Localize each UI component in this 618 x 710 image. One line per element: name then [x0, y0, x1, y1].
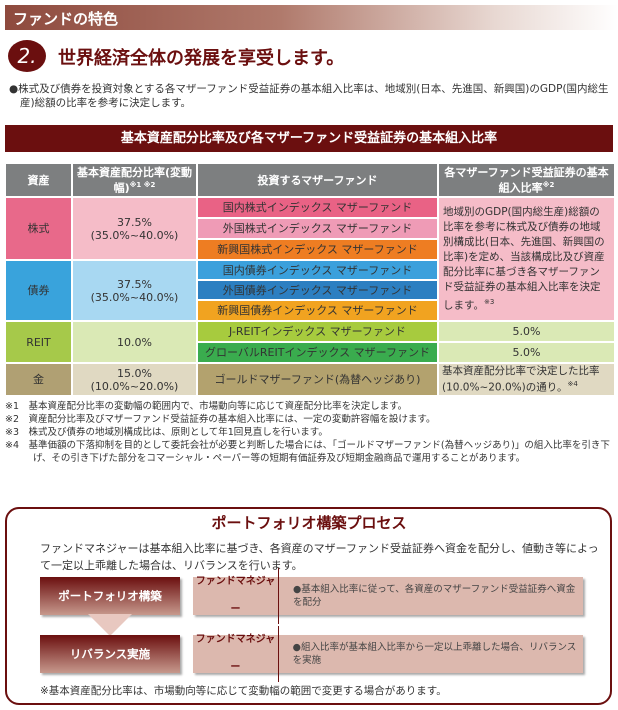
- table-title: 基本資産配分比率及び各マザーファンド受益証券の基本組入比率: [5, 125, 613, 152]
- fund-row: 国内株式インデックス マザーファンド: [197, 197, 438, 218]
- header-ratio-note: ※1 ※2: [129, 180, 156, 189]
- section-header: ファンドの特色: [5, 5, 618, 30]
- header-weight-label: 各マザーファンド受益証券の基本組入比率: [444, 165, 609, 195]
- asset-bond: 債券: [5, 260, 72, 321]
- step-role: ファンドマネジャー: [193, 568, 279, 624]
- weight-text: 基本資産配分比率で決定した比率(10.0%~20.0%)の通り。: [442, 364, 600, 394]
- step-text: ●基本組入比率に従って、各資産のマザーファンド受益証券へ資金を配分: [292, 584, 576, 608]
- merged-weight-note: ※3: [483, 297, 495, 306]
- ratio-reit: 10.0%: [72, 321, 197, 363]
- fund-row: 外国債券インデックス マザーファンド: [197, 280, 438, 300]
- fund-row: グローバルREITインデックス マザーファンド: [197, 342, 438, 363]
- fund-row: J-REITインデックス マザーファンド: [197, 321, 438, 342]
- process-title: ポートフォリオ構築プロセス: [211, 514, 407, 532]
- ratio-range: (35.0%~40.0%): [90, 290, 179, 304]
- ratio-value: 37.5%: [117, 215, 152, 229]
- header-asset: 資産: [5, 163, 72, 197]
- step-role: ファンドマネジャー: [193, 626, 279, 682]
- fund-row: 新興国債券インデックス マザーファンド: [197, 300, 438, 321]
- merged-weight-text: 地域別のGDP(国内総生産)総額の比率を参考に株式及び債券の地域別構成比(日本、…: [443, 205, 605, 312]
- merged-weight-cell: 地域別のGDP(国内総生産)総額の比率を参考に株式及び債券の地域別構成比(日本、…: [438, 197, 615, 321]
- ratio-gold: 15.0% (10.0%~20.0%): [72, 363, 197, 396]
- footnotes: ※1 基本資産配分比率の変動幅の範囲内で、市場動向等に応じて資産配分比率を決定し…: [5, 400, 617, 465]
- step-text: ●組入比率が基本組入比率から一定以上乖離した場合、リバランスを実施: [292, 642, 577, 666]
- down-arrow-icon: [88, 614, 132, 636]
- asset-stock: 株式: [5, 197, 72, 260]
- section-number-badge: 2.: [8, 40, 46, 72]
- weight-cell: 5.0%: [438, 321, 615, 342]
- fund-row: 外国株式インデックス マザーファンド: [197, 218, 438, 239]
- step-detail: ファンドマネジャー ●基本組入比率に従って、各資産のマザーファンド受益証券へ資金を…: [193, 568, 583, 624]
- process-box: [5, 507, 612, 705]
- weight-cell: 5.0%: [438, 342, 615, 363]
- step-detail: ファンドマネジャー ●組入比率が基本組入比率から一定以上乖離した場合、リバランスを…: [193, 626, 583, 682]
- ratio-bond: 37.5% (35.0%~40.0%): [72, 260, 197, 321]
- process-description: ファンドマネジャーは基本組入比率に基づき、各資産のマザーファンド受益証券へ資金を…: [40, 542, 599, 572]
- weight-cell-gold: 基本資産配分比率で決定した比率(10.0%~20.0%)の通り。※4: [438, 363, 615, 396]
- ratio-value: 37.5%: [117, 277, 152, 291]
- header-fund: 投資するマザーファンド: [197, 163, 438, 197]
- weight-note: ※4: [567, 379, 578, 388]
- footnote: ※3 株式及び債券の地域別構成比は、原則として年1回見直しを行います。: [5, 427, 328, 438]
- fund-row: ゴールドマザーファンド(為替ヘッジあり): [197, 363, 438, 396]
- lead-text: ●株式及び債券を投資対象とする各マザーファンド受益証券の基本組入比率は、地域別(…: [9, 83, 609, 109]
- asset-reit: REIT: [5, 321, 72, 363]
- footnote: ※2 資産配分比率及びマザーファンド受益証券の基本組入比率には、一定の変動許容幅…: [5, 414, 436, 425]
- ratio-range: (10.0%~20.0%): [90, 379, 179, 393]
- asset-gold: 金: [5, 363, 72, 396]
- fund-row: 国内債券インデックス マザーファンド: [197, 260, 438, 280]
- ratio-value: 15.0%: [117, 366, 152, 380]
- page-title: 世界経済全体の発展を享受します。: [58, 48, 345, 69]
- ratio-range: (35.0%~40.0%): [90, 228, 179, 242]
- footnote: ※4 基準価額の下落抑制を目的として委託会社が必要と判断した場合には、「ゴールド…: [5, 440, 610, 464]
- step-portfolio-build: ポートフォリオ構築: [40, 577, 180, 615]
- footnote: ※1 基本資産配分比率の変動幅の範囲内で、市場動向等に応じて資産配分比率を決定し…: [5, 401, 408, 412]
- header-ratio-label: 基本資産配分比率(変動幅): [76, 165, 193, 195]
- step-rebalance: リバランス実施: [40, 635, 180, 673]
- process-note: ※基本資産配分比率は、市場動向等に応じて変動幅の範囲で変更する場合があります。: [40, 685, 447, 697]
- header-weight-note: ※2: [542, 180, 555, 189]
- header-weight: 各マザーファンド受益証券の基本組入比率※2: [438, 163, 615, 197]
- header-ratio: 基本資産配分比率(変動幅)※1 ※2: [72, 163, 197, 197]
- fund-row: 新興国株式インデックス マザーファンド: [197, 239, 438, 260]
- ratio-stock: 37.5% (35.0%~40.0%): [72, 197, 197, 260]
